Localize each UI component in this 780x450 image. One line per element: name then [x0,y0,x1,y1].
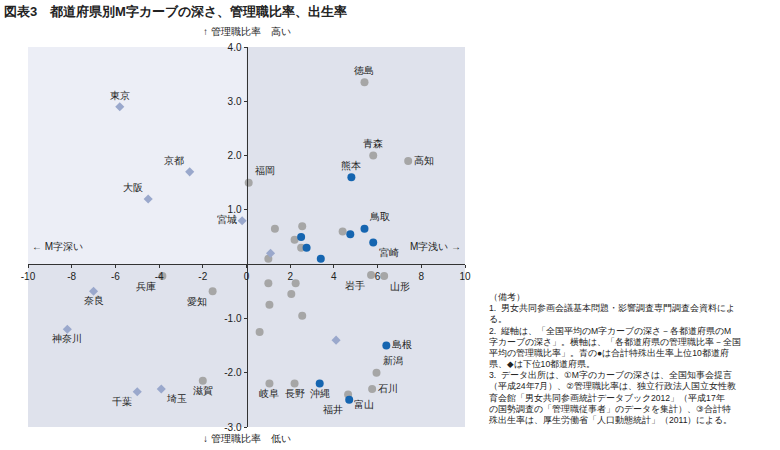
svg-text:6: 6 [375,271,381,282]
svg-text:沖縄: 沖縄 [310,388,330,399]
svg-text:宮崎: 宮崎 [379,247,399,258]
svg-text:8: 8 [419,271,425,282]
svg-text:千葉: 千葉 [112,396,132,407]
svg-text:0: 0 [244,271,250,282]
svg-text:-3.0: -3.0 [224,422,242,433]
svg-text:徳島: 徳島 [354,65,374,76]
svg-text:10: 10 [459,271,471,282]
svg-text:新潟: 新潟 [383,355,403,366]
svg-text:奈良: 奈良 [84,295,104,306]
svg-text:岐阜: 岐阜 [259,388,279,399]
svg-text:-4: -4 [155,271,164,282]
svg-text:-2.0: -2.0 [224,367,242,378]
svg-text:M字浅い →: M字浅い → [410,241,461,252]
svg-text:青森: 青森 [363,138,383,149]
svg-text:← M字深い: ← M字深い [32,241,83,252]
svg-text:（備考）1. 男女共同参画会議基本問題・影響調査専門調査会: （備考）1. 男女共同参画会議基本問題・影響調査専門調査会資料による。2. 縦軸… [489,292,741,425]
svg-text:-6: -6 [111,271,120,282]
svg-text:岩手: 岩手 [345,280,365,291]
svg-text:山形: 山形 [390,281,410,292]
svg-text:↑ 管理職比率 高い: ↑ 管理職比率 高い [203,26,291,37]
svg-text:東京: 東京 [110,90,130,101]
svg-text:2: 2 [287,271,293,282]
svg-text:-2: -2 [198,271,207,282]
svg-text:↓ 管理職比率 低い: ↓ 管理職比率 低い [203,433,291,444]
svg-text:福井: 福井 [323,404,343,415]
svg-text:大阪: 大阪 [123,182,143,193]
svg-text:-8: -8 [67,271,76,282]
svg-text:京都: 京都 [164,155,184,166]
svg-text:島根: 島根 [392,339,412,350]
svg-text:埼玉: 埼玉 [166,393,187,404]
svg-text:4.0: 4.0 [228,42,242,53]
svg-text:長野: 長野 [285,388,305,399]
svg-text:神奈川: 神奈川 [52,333,82,344]
svg-text:高知: 高知 [414,155,434,166]
svg-text:4: 4 [331,271,337,282]
svg-text:富山: 富山 [354,399,374,410]
svg-text:兵庫: 兵庫 [136,281,156,292]
svg-text:滋賀: 滋賀 [193,385,213,396]
svg-text:1.0: 1.0 [228,204,242,215]
svg-text:熊本: 熊本 [341,160,361,171]
svg-text:3.0: 3.0 [228,96,242,107]
svg-text:-10: -10 [21,271,36,282]
svg-text:宮城: 宮城 [217,214,237,225]
svg-text:2.0: 2.0 [228,150,242,161]
svg-text:-1.0: -1.0 [224,313,242,324]
svg-text:図表3 都道府県別M字カーブの深さ、管理職比率、出生率: 図表3 都道府県別M字カーブの深さ、管理職比率、出生率 [4,4,347,19]
svg-text:鳥取: 鳥取 [369,211,390,222]
svg-text:石川: 石川 [378,383,398,394]
svg-text:愛知: 愛知 [187,296,207,307]
svg-text:福岡: 福岡 [255,165,275,176]
